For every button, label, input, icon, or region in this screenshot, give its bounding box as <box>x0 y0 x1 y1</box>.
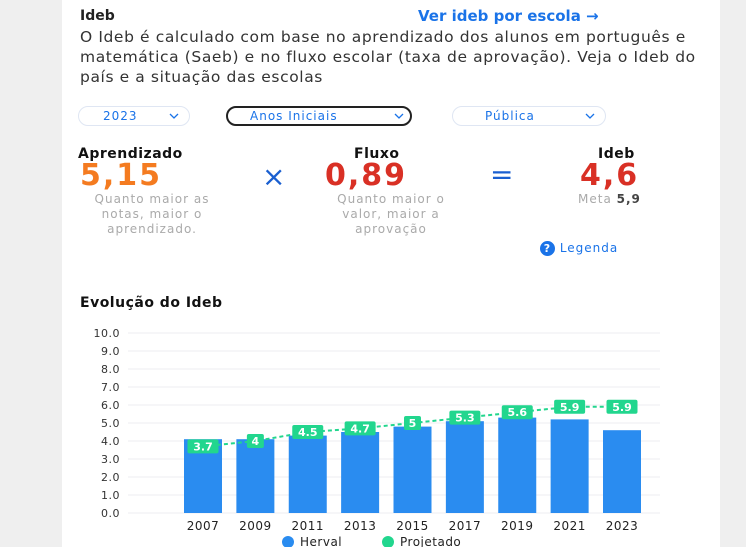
projection-point <box>292 425 324 439</box>
projection-point <box>554 399 586 414</box>
filter-text: Anos Iniciais <box>250 109 338 123</box>
stage-filter[interactable]: Anos Iniciais <box>226 106 412 126</box>
y-tick-label: 1.0 <box>101 489 120 502</box>
x-tick-label: 2017 <box>449 519 482 533</box>
meta-label: Meta <box>578 192 612 206</box>
metric-note: Quanto maior o valor, maior a aprovação <box>337 192 445 236</box>
bar <box>603 430 641 513</box>
x-tick-label: 2015 <box>396 519 429 533</box>
x-tick-label: 2013 <box>344 519 377 533</box>
legend-link[interactable]: ? Legenda <box>540 241 618 256</box>
metric-label: Aprendizado <box>78 146 183 162</box>
chevron <box>394 113 404 119</box>
data-label: 4.7 <box>350 422 370 435</box>
legend-label: Projetado <box>400 535 461 547</box>
x-tick-label: 2023 <box>606 519 639 533</box>
bar <box>288 435 327 513</box>
filter-text: 2023 <box>103 109 138 123</box>
metric-label: Fluxo <box>354 146 400 162</box>
network-filter[interactable]: Pública <box>452 106 606 126</box>
projection-point <box>449 410 481 425</box>
equals-sign: = <box>490 158 514 191</box>
year-filter[interactable]: 2023 <box>78 106 190 126</box>
filter-text: Pública <box>485 109 535 123</box>
projection-point <box>187 439 219 454</box>
legend-label: Herval <box>300 535 342 547</box>
data-label: 5.6 <box>508 406 528 419</box>
data-label: 5.3 <box>455 412 475 425</box>
bar <box>341 432 380 513</box>
legend-swatch <box>282 536 294 547</box>
help-icon: ? <box>540 241 555 256</box>
metric-value: 0,89 <box>325 158 408 193</box>
y-tick-label: 3.0 <box>101 453 120 466</box>
x-tick-label: 2007 <box>187 519 220 533</box>
y-tick-label: 8.0 <box>101 363 120 376</box>
y-tick-label: 5.0 <box>101 417 120 430</box>
projection-point <box>501 405 533 420</box>
data-label: 5.9 <box>560 401 580 414</box>
chart-title: Evolução do Ideb <box>80 295 223 311</box>
chevron <box>585 113 595 119</box>
bar <box>236 439 275 513</box>
metric-note: Quanto maior as notas, maior o aprendiza… <box>94 192 210 236</box>
projection-point <box>606 399 638 414</box>
x-tick-label: 2019 <box>501 519 534 533</box>
legend-swatch <box>382 536 394 547</box>
x-tick-label: 2021 <box>553 519 586 533</box>
projection-point <box>404 416 421 430</box>
data-label: 5 <box>409 417 417 430</box>
y-tick-label: 0.0 <box>101 507 120 520</box>
bar <box>498 417 537 513</box>
bar <box>393 426 432 513</box>
projection-point <box>246 434 264 448</box>
data-label: 4 <box>252 435 260 448</box>
times-sign: × <box>262 160 286 193</box>
legend-text: Legenda <box>559 241 619 255</box>
section-title: Ideb <box>80 8 115 24</box>
y-tick-label: 4.0 <box>101 435 120 448</box>
bar <box>550 419 589 513</box>
data-label: 4.5 <box>298 426 318 439</box>
metric-label: Ideb <box>598 146 635 162</box>
data-label: 5.9 <box>612 401 632 414</box>
data-label: 3.7 <box>193 440 213 453</box>
y-tick-label: 6.0 <box>101 399 120 412</box>
meta: Meta 5,9 <box>578 192 641 206</box>
projection-point <box>344 421 376 436</box>
metric-value: 5,15 <box>80 158 163 193</box>
y-tick-label: 7.0 <box>101 381 120 394</box>
y-tick-label: 10.0 <box>94 327 121 340</box>
y-tick-label: 2.0 <box>101 471 120 484</box>
metric-value: 4,6 <box>580 158 640 193</box>
description: O Ideb é calculado com base no aprendiza… <box>80 28 696 86</box>
x-tick-label: 2011 <box>291 519 324 533</box>
school-link[interactable]: Ver ideb por escola → <box>418 7 599 25</box>
meta-value: 5,9 <box>616 192 641 206</box>
chevron <box>169 113 179 119</box>
x-tick-label: 2009 <box>239 519 272 533</box>
bar <box>445 421 484 513</box>
y-tick-label: 9.0 <box>101 345 120 358</box>
